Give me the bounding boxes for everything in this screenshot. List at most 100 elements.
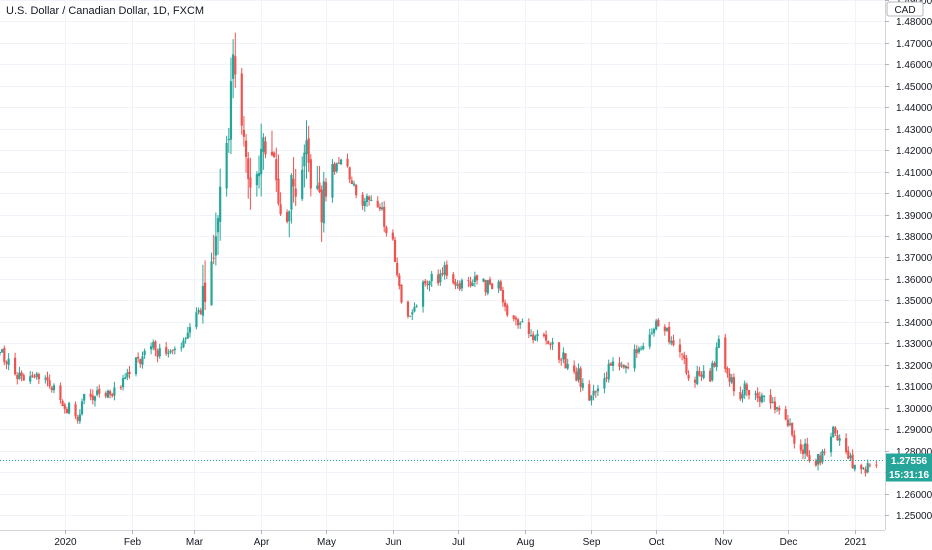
- candle[interactable]: [355, 184, 358, 199]
- candle[interactable]: [557, 342, 561, 364]
- candle[interactable]: [184, 336, 187, 344]
- candle[interactable]: [139, 358, 142, 368]
- candle[interactable]: [503, 299, 507, 312]
- candle[interactable]: [469, 276, 472, 288]
- candle[interactable]: [864, 466, 867, 477]
- candle[interactable]: [799, 439, 802, 454]
- candle[interactable]: [648, 328, 651, 350]
- candle[interactable]: [663, 324, 666, 336]
- candle[interactable]: [44, 375, 47, 384]
- candle[interactable]: [197, 307, 200, 315]
- candle[interactable]: [134, 356, 138, 377]
- candle[interactable]: [547, 340, 550, 345]
- candle[interactable]: [594, 390, 597, 398]
- candle[interactable]: [78, 409, 81, 424]
- candle[interactable]: [16, 372, 19, 385]
- candle[interactable]: [698, 366, 701, 377]
- candle[interactable]: [234, 32, 237, 88]
- candle[interactable]: [575, 367, 578, 382]
- candle[interactable]: [391, 229, 394, 241]
- candle[interactable]: [294, 168, 297, 207]
- candle[interactable]: [778, 405, 781, 415]
- candle[interactable]: [98, 384, 101, 398]
- candle[interactable]: [475, 274, 479, 285]
- candle[interactable]: [318, 165, 321, 194]
- candle[interactable]: [784, 405, 787, 421]
- candle[interactable]: [285, 209, 289, 224]
- candle[interactable]: [421, 280, 425, 313]
- candle[interactable]: [262, 133, 265, 170]
- candle[interactable]: [741, 389, 744, 403]
- candle[interactable]: [804, 438, 807, 460]
- candle[interactable]: [745, 382, 748, 397]
- candle[interactable]: [484, 279, 487, 296]
- candle[interactable]: [303, 144, 306, 188]
- candle[interactable]: [124, 373, 127, 380]
- candle[interactable]: [685, 355, 688, 376]
- candle[interactable]: [687, 370, 690, 381]
- candle[interactable]: [333, 161, 336, 175]
- candle[interactable]: [108, 389, 112, 399]
- candle[interactable]: [836, 430, 839, 441]
- candle[interactable]: [581, 378, 584, 391]
- candle[interactable]: [126, 368, 129, 381]
- candle[interactable]: [536, 329, 539, 342]
- candle[interactable]: [732, 373, 736, 396]
- candle[interactable]: [409, 315, 412, 317]
- candle[interactable]: [521, 318, 524, 323]
- candle[interactable]: [730, 373, 733, 384]
- candle[interactable]: [225, 135, 228, 197]
- candle[interactable]: [398, 273, 401, 290]
- candle[interactable]: [672, 334, 675, 347]
- candle[interactable]: [242, 116, 246, 147]
- candle[interactable]: [173, 346, 176, 355]
- candle[interactable]: [769, 389, 772, 409]
- candle[interactable]: [0, 351, 2, 356]
- candle[interactable]: [620, 361, 623, 369]
- candle[interactable]: [152, 339, 155, 351]
- candle[interactable]: [618, 357, 621, 371]
- candle[interactable]: [573, 360, 576, 375]
- candle[interactable]: [158, 343, 161, 359]
- candle[interactable]: [180, 342, 183, 352]
- candle[interactable]: [655, 318, 658, 331]
- candle[interactable]: [255, 171, 258, 197]
- candle[interactable]: [853, 464, 856, 472]
- candle[interactable]: [713, 361, 716, 368]
- candle[interactable]: [711, 360, 714, 382]
- candle[interactable]: [452, 271, 455, 285]
- candle[interactable]: [61, 399, 64, 407]
- candle[interactable]: [199, 307, 202, 315]
- candle[interactable]: [424, 278, 427, 287]
- candle[interactable]: [756, 387, 759, 403]
- candle[interactable]: [212, 234, 215, 265]
- candle[interactable]: [59, 382, 62, 404]
- candle[interactable]: [219, 168, 222, 241]
- candle[interactable]: [216, 215, 220, 255]
- candle[interactable]: [378, 203, 382, 212]
- candle[interactable]: [214, 212, 217, 266]
- candle[interactable]: [309, 154, 312, 197]
- candle[interactable]: [288, 210, 291, 238]
- candle[interactable]: [849, 452, 852, 462]
- candle[interactable]: [350, 176, 353, 185]
- candle[interactable]: [471, 279, 474, 287]
- candle[interactable]: [603, 372, 606, 394]
- candle[interactable]: [137, 352, 140, 363]
- candle[interactable]: [771, 396, 774, 404]
- candle[interactable]: [210, 252, 213, 306]
- candle[interactable]: [551, 337, 554, 351]
- candle[interactable]: [743, 380, 746, 399]
- candle[interactable]: [29, 371, 32, 385]
- candle[interactable]: [279, 192, 282, 216]
- candle[interactable]: [715, 342, 718, 372]
- candle[interactable]: [808, 450, 811, 463]
- candle[interactable]: [700, 371, 703, 382]
- candle[interactable]: [445, 260, 448, 280]
- candle[interactable]: [611, 357, 615, 372]
- candle[interactable]: [545, 330, 548, 345]
- candle[interactable]: [80, 398, 84, 416]
- candle[interactable]: [549, 342, 552, 350]
- candle[interactable]: [91, 389, 94, 405]
- candle[interactable]: [724, 333, 727, 373]
